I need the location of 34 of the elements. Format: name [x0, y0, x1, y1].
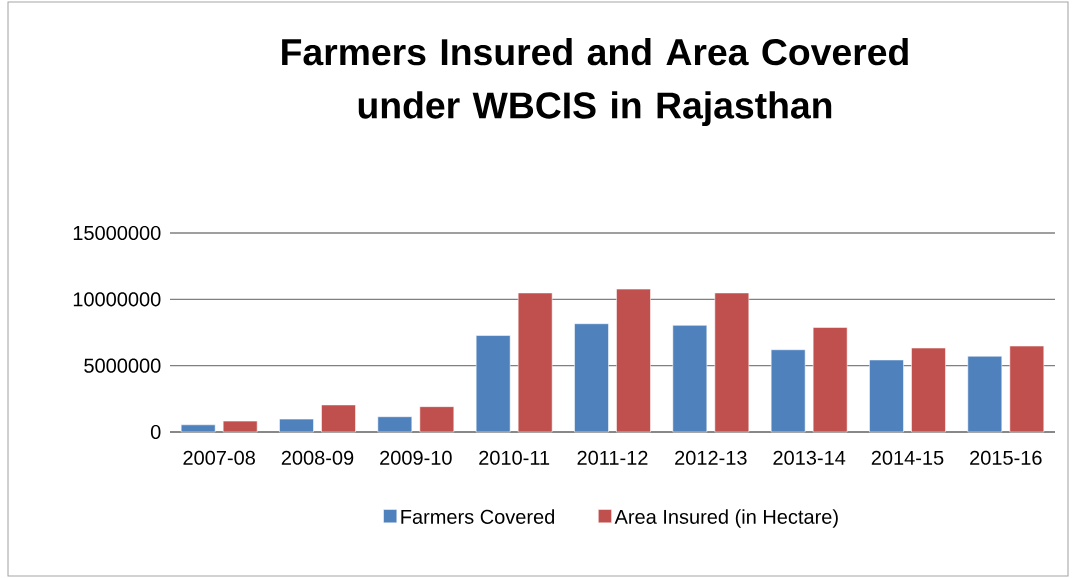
x-tick-label: 2015-16 [970, 450, 1042, 465]
bar [770, 349, 806, 433]
chart-title: Farmers Insured and Area Covered under WBCIS in Rajasthan [282, 37, 908, 127]
x-tick-label: 2009-10 [380, 450, 452, 465]
bar [1009, 345, 1045, 433]
y-tick-label: 5000000 [84, 358, 161, 373]
bar [574, 323, 609, 433]
bar [812, 327, 848, 433]
bar [517, 292, 553, 433]
y-tick-label: 15000000 [73, 225, 161, 241]
bar [419, 406, 455, 433]
bar [475, 335, 511, 433]
bar [672, 325, 708, 433]
bar [321, 404, 356, 433]
x-tick-label: 2010-11 [479, 450, 550, 465]
x-tick-label: 2011-12 [577, 450, 648, 465]
bar [279, 418, 314, 433]
bar [222, 420, 258, 433]
x-tick-label: 2013-14 [773, 450, 846, 465]
legend-label: Farmers Covered [401, 509, 555, 524]
bar [616, 288, 651, 433]
bar [180, 424, 216, 433]
x-tick-label: 2008-09 [281, 450, 354, 465]
bar [377, 416, 413, 433]
bar [714, 292, 750, 433]
bar [911, 347, 946, 433]
y-tick-label: 0 [150, 424, 161, 440]
bar [869, 359, 904, 433]
x-tick-label: 2014-15 [871, 450, 944, 465]
x-tick-label: 2007-08 [183, 450, 255, 465]
legend-label: Area Insured (in Hectare) [614, 509, 838, 528]
x-tick-label: 2012-13 [675, 450, 747, 465]
y-tick-label: 10000000 [73, 292, 161, 307]
bar [967, 355, 1003, 433]
